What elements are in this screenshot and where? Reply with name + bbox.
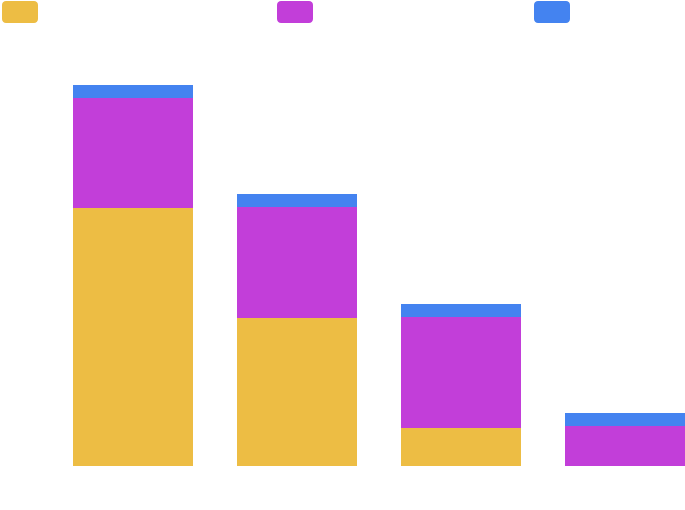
bar-segment-series-3-category-2 — [237, 194, 357, 207]
bar-segment-series-3-category-1 — [73, 85, 193, 98]
bar-segment-series-2-category-1 — [73, 98, 193, 208]
legend-swatch-series-2[interactable] — [277, 1, 313, 23]
bar-segment-series-1-category-2 — [237, 318, 357, 466]
bar-segment-series-3-category-4 — [565, 413, 685, 426]
bar-segment-series-1-category-1 — [73, 208, 193, 466]
bar-segment-series-1-category-3 — [401, 428, 521, 466]
bar-segment-series-2-category-2 — [237, 207, 357, 318]
legend — [2, 1, 570, 23]
legend-swatch-series-3[interactable] — [534, 1, 570, 23]
legend-swatch-series-1[interactable] — [2, 1, 38, 23]
bar-segment-series-3-category-3 — [401, 304, 521, 317]
plot-area — [73, 85, 685, 466]
bar-segment-series-2-category-4 — [565, 426, 685, 466]
bar-segment-series-2-category-3 — [401, 317, 521, 428]
